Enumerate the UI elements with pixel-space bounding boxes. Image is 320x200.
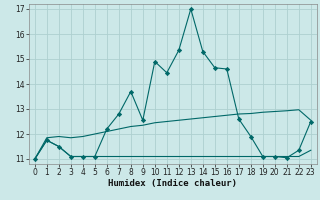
X-axis label: Humidex (Indice chaleur): Humidex (Indice chaleur) [108, 179, 237, 188]
